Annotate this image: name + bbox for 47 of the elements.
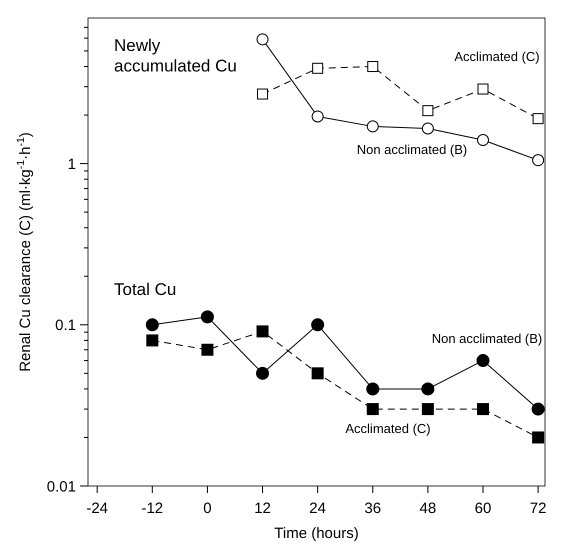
annotation: Acclimated (C) <box>454 49 540 64</box>
point <box>312 62 324 74</box>
point <box>312 110 324 122</box>
x-tick-label: 24 <box>309 500 326 517</box>
annotation: Non acclimated (B) <box>356 142 468 157</box>
annotation: Acclimated (C) <box>345 421 431 436</box>
y-tick-label: 1 <box>68 156 76 173</box>
point <box>532 431 544 444</box>
x-tick-label: 72 <box>530 500 546 517</box>
y-tick-label: 0.1 <box>55 317 76 334</box>
x-tick-label: 60 <box>474 500 492 517</box>
point <box>201 344 214 356</box>
x-tick-label: 0 <box>203 500 212 517</box>
point <box>366 120 379 132</box>
point <box>311 318 324 332</box>
point <box>200 310 214 324</box>
point <box>367 61 378 72</box>
point <box>422 105 434 116</box>
point <box>532 154 544 166</box>
y-tick-label: 0.01 <box>46 478 76 496</box>
point <box>422 122 434 135</box>
point <box>146 334 158 346</box>
point <box>476 403 489 416</box>
point <box>532 113 544 124</box>
point <box>256 33 269 46</box>
point <box>422 403 434 416</box>
x-tick-label: -24 <box>86 500 108 517</box>
point <box>532 402 545 416</box>
x-axis-title: Time (hours) <box>274 525 359 542</box>
point <box>256 366 270 380</box>
annotation: Non acclimated (B) <box>432 331 542 346</box>
x-tick-label: 48 <box>420 500 436 517</box>
point <box>256 325 269 338</box>
x-tick-label: -12 <box>141 500 164 517</box>
point <box>366 382 380 396</box>
point <box>366 403 379 416</box>
point <box>146 318 159 332</box>
point <box>476 134 489 146</box>
point <box>257 88 268 100</box>
x-tick-label: 12 <box>254 500 271 517</box>
point <box>312 367 324 380</box>
x-tick-label: 36 <box>364 500 382 517</box>
point <box>477 84 488 95</box>
point <box>476 354 490 368</box>
annotation: Newly accumulated Cu <box>114 36 237 76</box>
annotation: Total Cu <box>114 280 176 299</box>
point <box>421 382 434 396</box>
